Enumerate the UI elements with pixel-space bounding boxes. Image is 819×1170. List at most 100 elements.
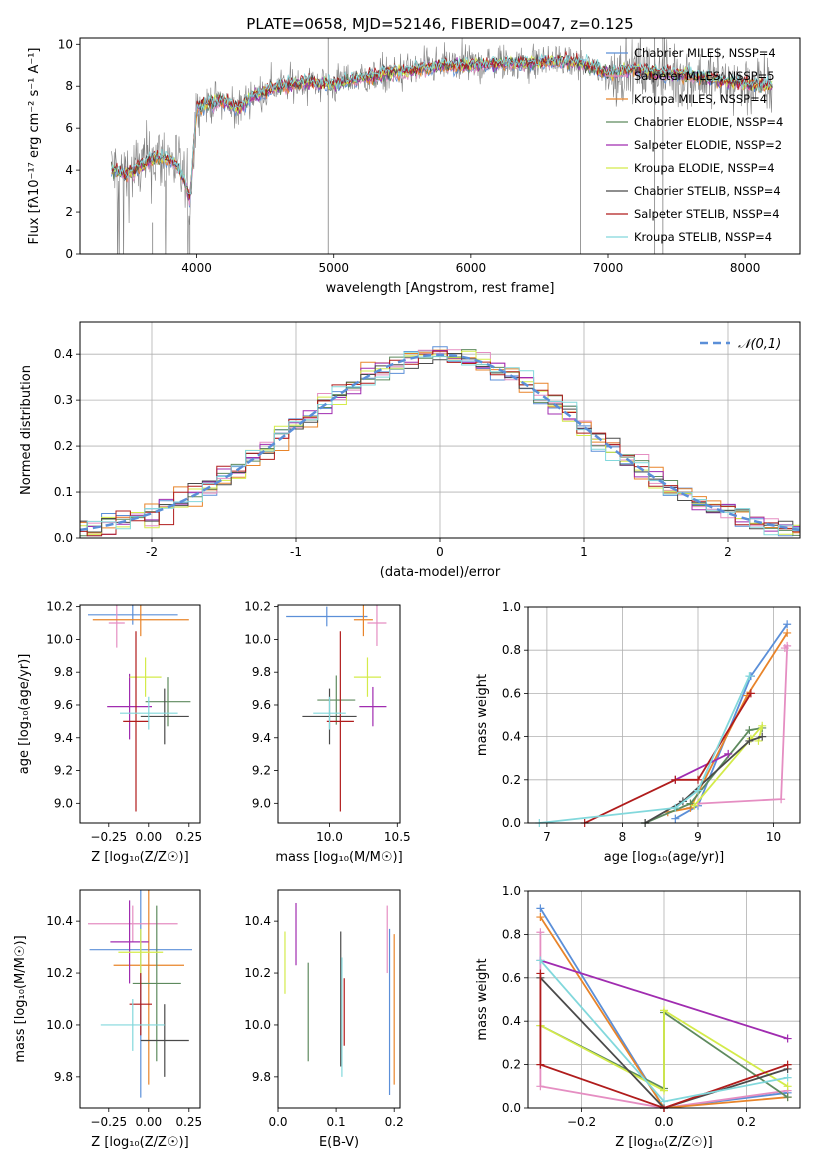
x-axis-label: (data-model)/error — [380, 565, 501, 580]
legend-label-kroupa-miles: Kroupa MILES, NSSP=4 — [634, 92, 767, 106]
weight-marker-kroupa-elodie — [660, 1086, 668, 1095]
weight-marker-kroupa-elodie — [690, 801, 699, 810]
y-tick-label: 10.4 — [244, 914, 271, 928]
y-axis-label: mass weight — [475, 958, 490, 1040]
y-tick-label: 10.2 — [46, 600, 73, 614]
y-tick-label: 0.2 — [502, 1058, 521, 1072]
legend-label-kroupa-stelib: Kroupa STELIB, NSSP=4 — [634, 230, 772, 244]
weight-marker-chabrier-miles — [671, 814, 680, 823]
x-tick-label: 0.2 — [385, 1115, 404, 1129]
x-tick-label: 0.0 — [268, 1115, 287, 1129]
plot-frame — [527, 890, 801, 1109]
y-tick-label: 10.0 — [244, 1018, 271, 1032]
legend-label-salpeter-miles: Salpeter MILES, NSSP=5 — [634, 69, 775, 83]
y-tick-label: 0.8 — [502, 643, 521, 657]
y-tick-label: 0.1 — [54, 485, 73, 499]
x-axis-label: E(B-V) — [319, 1135, 359, 1150]
weight-marker-salpeter-elodie — [724, 749, 733, 758]
y-tick-label: 9.2 — [54, 764, 73, 778]
y-tick-label: 0.6 — [502, 971, 521, 985]
y-axis-label: mass [log₁₀(M/M☉)] — [13, 935, 28, 1062]
y-tick-label: 10 — [58, 37, 73, 51]
y-axis-label: age [log₁₀(age/yr)] — [17, 654, 32, 775]
x-tick-label: 0.0 — [654, 1115, 673, 1129]
x-tick-label: 7 — [543, 830, 551, 844]
x-tick-label: 5000 — [318, 261, 349, 275]
weight-line-chabrier-stelib — [644, 735, 763, 823]
weight-line-chabrier-miles — [539, 907, 788, 1108]
y-tick-label: 9.8 — [54, 665, 73, 679]
x-tick-label: 0.1 — [327, 1115, 346, 1129]
weight-marker-kroupa-elodie — [758, 721, 767, 730]
x-axis-label: Z [log₁₀(Z/Z☉)] — [91, 850, 188, 865]
y-tick-label: 0.4 — [502, 1014, 521, 1028]
plot-frame — [527, 606, 801, 824]
normal-distribution-curve — [80, 353, 800, 532]
weight-line-kroupa-miles — [667, 632, 788, 814]
model-spectrum-chabrier-stelib — [111, 54, 773, 198]
x-tick-label: 0.00 — [135, 1115, 162, 1129]
y-tick-label: 0.3 — [54, 393, 73, 407]
x-tick-label: 0.2 — [737, 1115, 756, 1129]
age-vs-mass-panel: 10.0 10.5 9.0 9.2 9.4 9.6 9.8 10.0 10.2 mass [log… — [244, 600, 410, 865]
histogram-chabrier-stelib — [80, 353, 800, 533]
y-axis-label: Flux [fλ10⁻¹⁷ erg cm⁻² s⁻¹ A⁻¹] — [27, 48, 42, 245]
x-tick-label: 1 — [580, 545, 588, 559]
weight-marker-salpeter-miles — [777, 795, 786, 804]
x-tick-label: 10 — [766, 830, 781, 844]
x-axis-label: mass [log₁₀(M/M☉)] — [275, 850, 402, 865]
legend-label-chabrier-miles: Chabrier MILES, NSSP=4 — [634, 46, 776, 60]
weight-marker-kroupa-miles — [536, 913, 545, 922]
y-tick-label: 0.0 — [502, 816, 521, 830]
mass-vs-metallicity-panel: −0.25 0.00 0.25 9.8 10.0 10.2 10.4 Z [log₁₀(Z/Z… — [13, 889, 202, 1150]
plot-frame — [79, 321, 801, 539]
weight-marker-kroupa-stelib — [745, 672, 754, 681]
y-tick-label: 2 — [65, 205, 73, 219]
y-tick-label: 9.6 — [54, 698, 73, 712]
weight-marker-salpeter-stelib — [783, 1060, 792, 1069]
weight-line-salpeter-elodie — [674, 753, 729, 781]
x-tick-label: -2 — [146, 545, 158, 559]
x-tick-label: 8 — [619, 830, 627, 844]
x-tick-label: -1 — [290, 545, 302, 559]
y-tick-label: 0.8 — [502, 927, 521, 941]
x-tick-label: −0.25 — [90, 830, 127, 844]
weight-marker-kroupa-stelib — [783, 1073, 792, 1082]
legend-label-salpeter-stelib: Salpeter STELIB, NSSP=4 — [634, 207, 780, 221]
x-axis-label: Z [log₁₀(Z/Z☉)] — [615, 1135, 712, 1150]
model-spectrum-chabrier-elodie — [111, 54, 773, 202]
y-tick-label: 6 — [65, 121, 73, 135]
y-tick-label: 10.0 — [46, 1018, 73, 1032]
spectrum-panel: 4000 5000 6000 7000 8000 0 2 4 6 8 10 wavelength [A… — [27, 37, 801, 296]
weight-line-kroupa-miles — [539, 916, 788, 1108]
legend-label-chabrier-stelib: Chabrier STELIB, NSSP=4 — [634, 184, 781, 198]
mass-vs-extinction-panel: 0.0 0.1 0.2 9.8 10.0 10.2 10.4 E(B-V) — [244, 889, 404, 1150]
x-axis-label: Z [log₁₀(Z/Z☉)] — [91, 1135, 188, 1150]
x-tick-label: 6000 — [456, 261, 487, 275]
figure-title: PLATE=0658, MJD=52146, FIBERID=0047, z=0… — [246, 15, 633, 33]
y-tick-label: 9.8 — [252, 665, 271, 679]
y-axis-label: Normed distribution — [19, 365, 34, 495]
weight-marker-salpeter-elodie — [783, 1034, 792, 1043]
weight-line-kroupa-stelib — [539, 675, 751, 823]
y-tick-label: 9.4 — [252, 731, 271, 745]
y-axis-label: mass weight — [475, 674, 490, 756]
x-tick-label: 0.00 — [135, 830, 162, 844]
x-tick-label: 9 — [694, 830, 702, 844]
y-tick-label: 9.2 — [252, 764, 271, 778]
weight-line-chabrier-miles — [674, 623, 788, 820]
plot-frame — [277, 604, 401, 824]
y-tick-label: 9.4 — [54, 731, 73, 745]
y-tick-label: 9.8 — [252, 1070, 271, 1084]
weight-marker-chabrier-elodie — [783, 1093, 792, 1102]
y-tick-label: 10.0 — [244, 632, 271, 646]
x-axis-label: wavelength [Angstrom, rest frame] — [326, 281, 555, 296]
weight-marker-salpeter-stelib — [536, 969, 545, 978]
weight-line-salpeter-elodie — [540, 959, 788, 1040]
x-tick-label: 0.25 — [175, 1115, 202, 1129]
y-tick-label: 9.0 — [54, 796, 73, 810]
y-tick-label: 1.0 — [502, 884, 521, 898]
plot-frame — [79, 889, 201, 1109]
y-tick-label: 0.4 — [54, 347, 73, 361]
x-tick-label: 4000 — [181, 261, 212, 275]
